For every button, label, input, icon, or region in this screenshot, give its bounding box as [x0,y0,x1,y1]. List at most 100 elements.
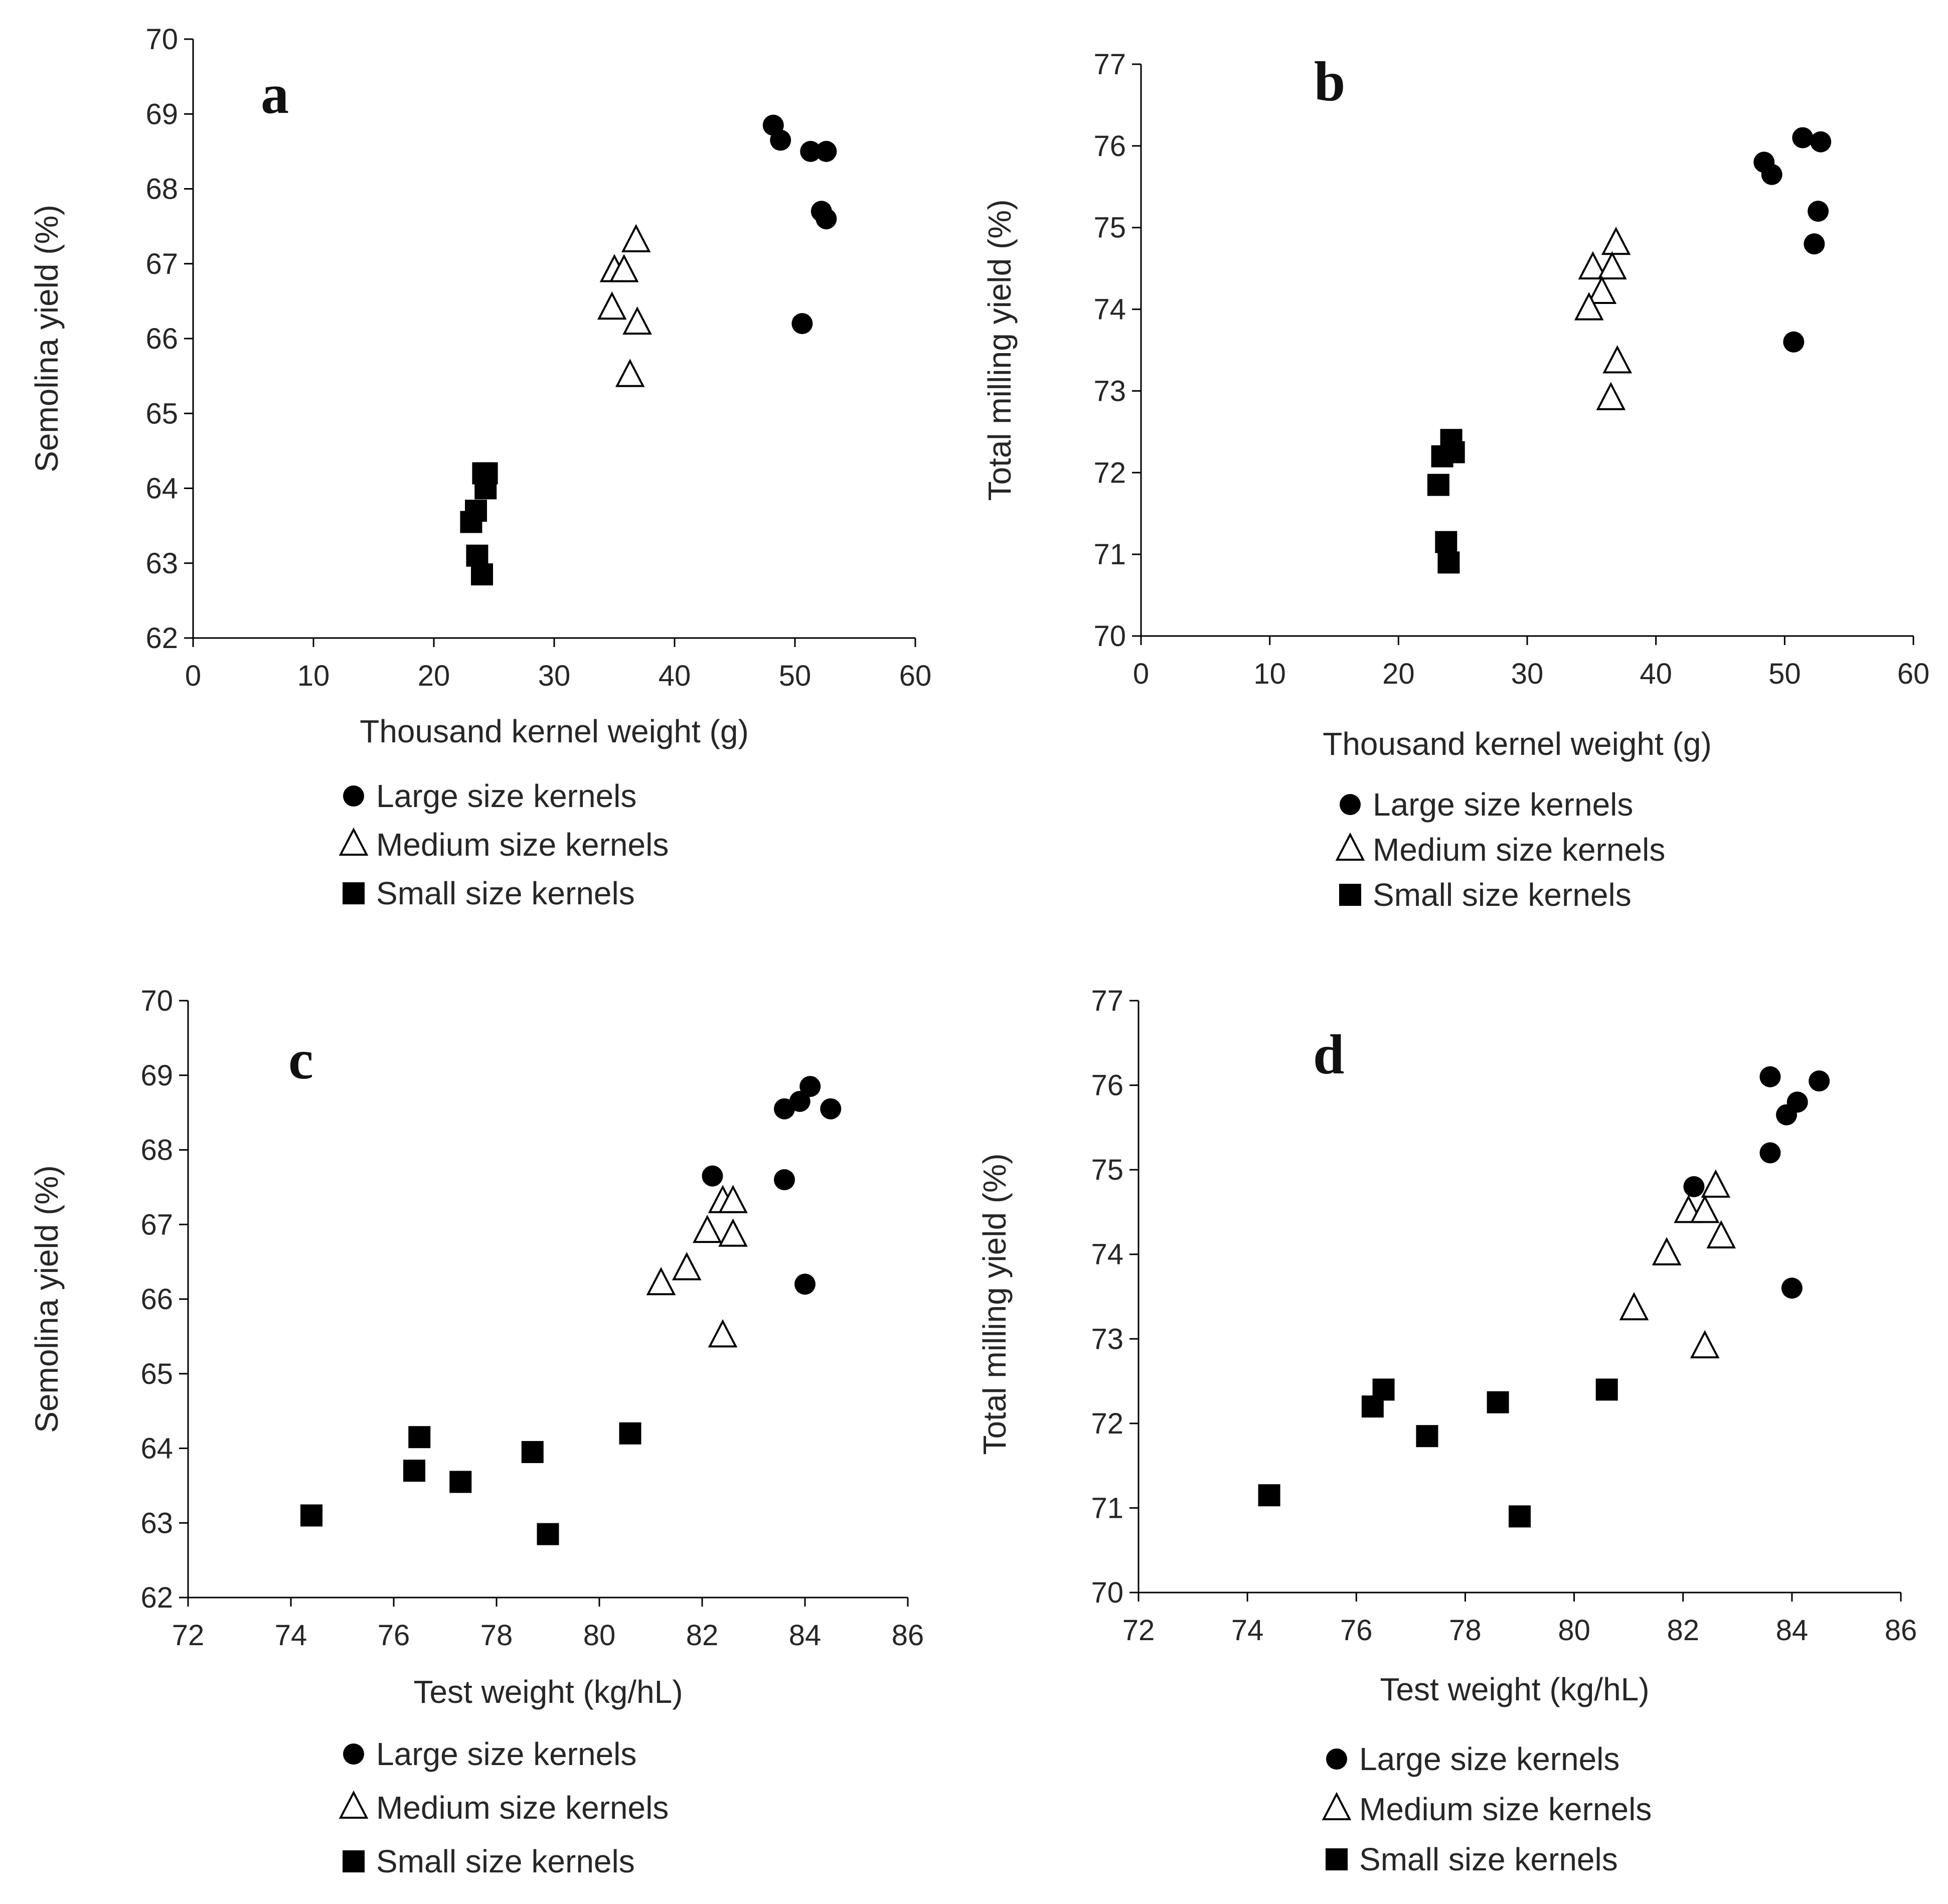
chart-panel-d: 70 71 72 73 74 75 76 77 72 74 76 78 80 82 84 86 Test wei… [977,985,1917,1877]
y-tick-label: 66 [145,323,178,355]
legend-label: Small size kernels [1359,1841,1618,1877]
x-tick-label: 30 [538,660,571,692]
triangle-point [1690,1330,1720,1359]
y-tick-label: 68 [145,173,178,206]
x-tick-label: 40 [1640,658,1672,690]
triangle-point [718,1185,748,1213]
square-point [474,477,497,500]
square-point [408,1426,431,1449]
triangle-point [692,1214,722,1243]
y-axis-title: Semolina yield (%) [29,1165,65,1433]
y-tick-label: 75 [1093,212,1126,244]
triangle-point [1652,1237,1682,1265]
x-tick-label: 82 [686,1619,719,1652]
y-tick-label: 74 [1093,293,1126,326]
legend-marker-triangle [339,1790,369,1819]
x-tick-label: 74 [1231,1614,1264,1647]
circle-point [1810,131,1832,152]
legend-marker-square [343,882,365,904]
square-point [1509,1505,1531,1528]
x-axis-title: Thousand kernel weight (g) [1323,726,1712,762]
circle-point [820,1098,842,1120]
series-triangle [1574,226,1632,410]
y-tick-label: 64 [145,472,178,505]
triangle-point [621,224,651,252]
series-square [1258,1378,1618,1528]
legend: Large size kernels Medium size kernels Sma… [339,1736,669,1879]
legend-label: Medium size kernels [376,1790,669,1826]
legend-marker-square [343,1850,365,1872]
x-tick-label: 60 [1897,658,1930,690]
legend-marker-circle [343,785,364,807]
series-triangle [1619,1169,1736,1359]
x-tick-label: 80 [583,1619,616,1652]
y-tick-label: 71 [1093,538,1126,571]
circle-point [1683,1176,1705,1197]
x-tick-label: 74 [275,1619,307,1652]
legend: Large size kernels Medium size kernels Sma… [1335,786,1665,913]
y-tick-label: 77 [1091,985,1123,1017]
y-tick-label: 62 [145,622,178,655]
y-tick-label: 63 [145,547,178,580]
legend: Large size kernels Medium size kernels Sma… [1322,1741,1652,1877]
legend-marker-triangle [339,827,369,856]
circle-point [1759,1066,1781,1087]
y-tick-label: 73 [1091,1323,1123,1355]
y-tick-label: 67 [140,1208,173,1241]
series-triangle [597,224,652,387]
y-tick-label: 70 [1093,620,1126,653]
triangle-point [646,1266,676,1296]
x-axis-title: Test weight (kg/hL) [1380,1671,1649,1707]
triangle-point [597,291,627,320]
y-tick-label: 63 [140,1507,173,1539]
x-tick-label: 10 [1253,658,1286,690]
circle-point [799,1076,821,1097]
triangle-point [609,254,639,282]
y-tick-label: 71 [1091,1492,1123,1524]
legend-label: Large size kernels [1359,1741,1619,1777]
circle-point [1781,1278,1803,1299]
triangle-point [1574,292,1604,321]
triangle-point [672,1252,702,1281]
x-tick-label: 84 [789,1619,822,1652]
x-tick-label: 20 [1382,658,1415,690]
x-tick-label: 10 [297,660,330,692]
circle-point [1761,164,1782,185]
circle-point [1808,201,1829,222]
y-tick-label: 70 [1091,1576,1123,1609]
triangle-point [1597,251,1627,280]
triangle-point [1706,1220,1736,1248]
x-tick-label: 80 [1558,1614,1590,1647]
y-tick-label: 66 [140,1283,173,1316]
y-tick-label: 72 [1091,1407,1123,1440]
circle-point [800,140,822,162]
x-tick-label: 86 [1885,1614,1917,1647]
square-point [1416,1425,1438,1448]
y-axis-title: Total milling yield (%) [977,1153,1013,1455]
series-triangle [646,1185,748,1348]
x-axis-title: Thousand kernel weight (g) [360,713,749,749]
y-tick-label: 69 [145,98,178,130]
series-circle [1683,1066,1830,1299]
chart-panel-b: 70 71 72 73 74 75 76 77 0 10 20 30 40 50 60 Thousand ke… [982,48,1929,913]
triangle-point [1619,1292,1649,1321]
square-point [1431,445,1453,467]
x-tick-label: 0 [1133,658,1149,690]
square-point [466,544,489,567]
triangle-point [1601,226,1631,255]
x-tick-label: 72 [1122,1614,1155,1647]
circle-point [774,1098,795,1120]
series-circle [762,114,837,335]
circle-point [1776,1104,1797,1126]
square-point [537,1523,559,1545]
y-tick-label: 76 [1093,130,1126,163]
square-point [1595,1378,1618,1401]
square-point [300,1504,322,1527]
y-tick-label: 65 [145,397,178,430]
legend-label: Medium size kernels [1359,1791,1652,1827]
legend-label: Large size kernels [376,1736,636,1772]
y-tick-label: 70 [140,985,173,1017]
square-point [1361,1395,1384,1418]
x-tick-label: 86 [892,1619,924,1652]
y-tick-label: 77 [1093,48,1126,81]
